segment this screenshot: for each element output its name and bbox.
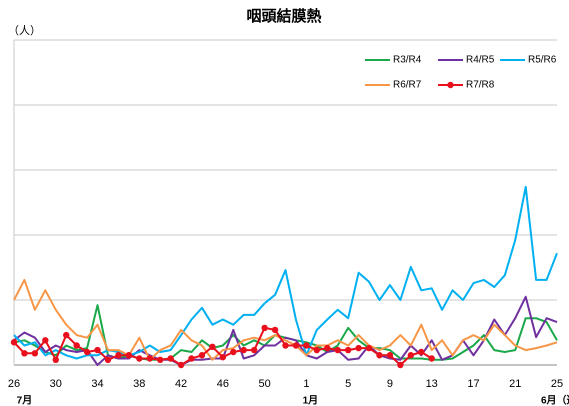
data-point <box>230 348 237 356</box>
x-tick-label: 9 <box>387 378 393 390</box>
chart-title: 咽頭結膜熱 <box>246 7 321 25</box>
data-point <box>303 342 310 349</box>
data-point <box>397 361 404 369</box>
month-label: 1月 <box>303 395 319 406</box>
data-point <box>334 346 341 354</box>
x-tick-label: 38 <box>133 378 145 390</box>
data-point <box>42 337 49 344</box>
data-point <box>250 346 258 354</box>
data-point <box>167 355 174 362</box>
data-point <box>156 356 164 363</box>
legend-label: R4/R5 <box>466 55 495 66</box>
data-point <box>21 350 28 357</box>
data-point <box>136 355 143 362</box>
data-point <box>209 343 216 350</box>
data-point <box>10 339 18 346</box>
data-point <box>177 361 185 369</box>
data-point <box>271 326 279 334</box>
data-point <box>188 355 195 362</box>
x-tick-label: 34 <box>91 378 103 390</box>
x-tick-label: 13 <box>426 378 438 390</box>
data-point <box>428 355 435 362</box>
data-point <box>365 344 373 352</box>
x-tick-label: 30 <box>50 378 62 390</box>
data-point <box>63 331 70 339</box>
data-point <box>386 352 394 359</box>
x-tick-label: 21 <box>509 378 521 390</box>
legend-marker <box>447 81 454 89</box>
data-point <box>376 352 383 359</box>
data-point <box>407 352 415 359</box>
data-point <box>52 356 59 363</box>
series-line <box>13 278 558 361</box>
data-point <box>83 348 91 356</box>
x-tick-label: 17 <box>467 378 479 390</box>
data-point <box>324 344 331 352</box>
x-tick-label: 26 <box>8 378 20 390</box>
x-tick-label: 1 <box>303 378 309 390</box>
data-point <box>31 350 39 357</box>
series-line <box>13 295 558 366</box>
legend-label: R3/R4 <box>393 55 422 66</box>
series-line <box>13 185 558 360</box>
data-point <box>261 324 268 332</box>
legend-label: R6/R7 <box>393 80 422 91</box>
data-point <box>73 342 80 349</box>
legend-label: R5/R6 <box>528 55 557 66</box>
data-point <box>115 352 122 359</box>
legend-label: R7/R8 <box>466 80 495 91</box>
data-point <box>94 346 101 354</box>
x-tick-label: 42 <box>175 378 187 390</box>
data-point <box>146 355 153 362</box>
month-label: 6月（週 <box>541 394 569 406</box>
data-point <box>344 346 352 354</box>
month-label: 7月 <box>17 395 33 406</box>
data-point <box>240 346 247 354</box>
data-point <box>104 356 112 363</box>
data-point <box>282 342 289 349</box>
data-point <box>198 352 206 359</box>
x-tick-label: 25 <box>551 378 563 390</box>
y-axis-label: （人） <box>8 24 41 37</box>
data-point <box>125 352 133 359</box>
data-point <box>313 346 321 354</box>
data-point <box>418 348 425 356</box>
x-tick-label: 50 <box>258 378 270 390</box>
x-tick-label: 46 <box>217 378 229 390</box>
data-point <box>292 342 300 349</box>
data-point <box>355 344 362 352</box>
data-point <box>219 354 227 361</box>
x-tick-label: 5 <box>345 378 351 390</box>
